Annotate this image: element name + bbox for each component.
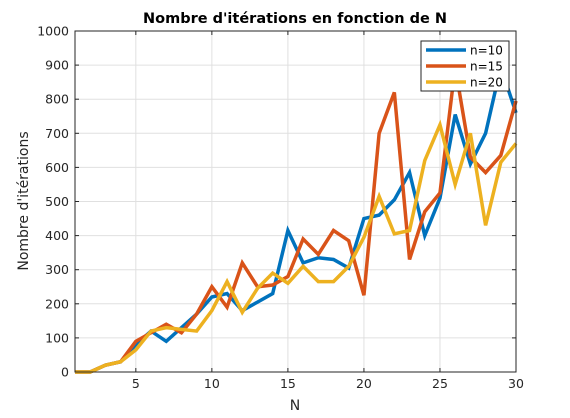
y-tick-label: 1000 <box>37 24 69 39</box>
x-tick-label: 20 <box>356 376 372 391</box>
y-tick-label: 900 <box>45 58 69 73</box>
y-tick-label: 0 <box>61 365 69 380</box>
x-tick-label: 5 <box>132 376 140 391</box>
x-tick-label: 25 <box>432 376 448 391</box>
y-tick-label: 200 <box>45 296 69 311</box>
y-axis-label: Nombre d'itérations <box>16 131 32 270</box>
legend: n=10 n=15 n=20 <box>420 40 510 92</box>
ticks: 5 10 15 20 25 3001002003004005006007008009001… <box>37 24 524 392</box>
x-tick-label: 30 <box>508 376 524 391</box>
series-line-n-20 <box>75 119 518 374</box>
x-tick-label: 15 <box>280 376 296 391</box>
x-axis-label: N <box>290 398 300 414</box>
y-tick-label: 400 <box>45 228 69 243</box>
y-tick-label: 100 <box>45 330 69 345</box>
series-layer <box>75 60 518 374</box>
y-tick-label: 300 <box>45 262 69 277</box>
legend-entry: n=20 <box>470 76 503 90</box>
y-tick-label: 600 <box>45 160 69 175</box>
y-tick-label: 500 <box>45 194 69 209</box>
chart-title: Nombre d'itérations en fonction de N <box>143 11 447 27</box>
legend-entry: n=15 <box>470 60 503 74</box>
legend-entry: n=10 <box>470 44 503 58</box>
x-tick-label: 10 <box>204 376 220 391</box>
y-tick-label: 700 <box>45 126 69 141</box>
y-tick-label: 800 <box>45 92 69 107</box>
